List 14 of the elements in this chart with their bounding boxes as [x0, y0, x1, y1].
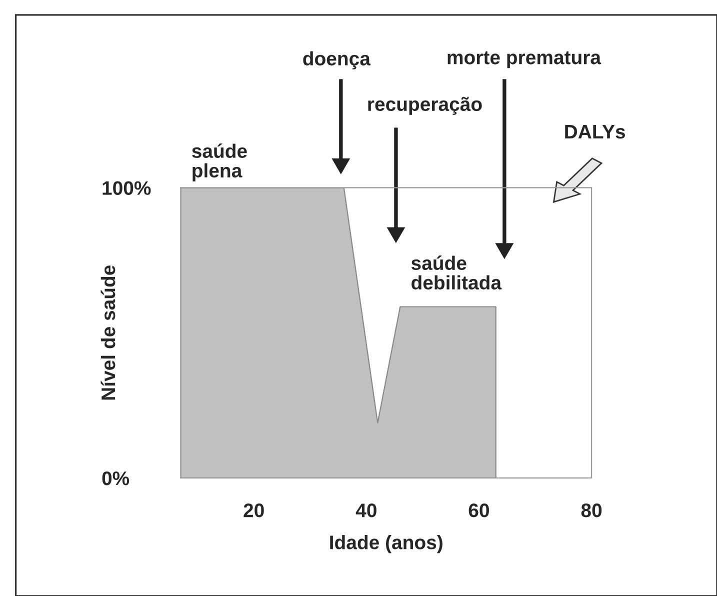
x-tick-label: 40	[356, 504, 376, 518]
x-tick-label: 60	[468, 504, 489, 518]
text: doença	[303, 51, 371, 70]
text: morte prematura	[448, 51, 602, 68]
text: recuperação	[368, 96, 482, 115]
annotation: saúde debilitada	[411, 256, 502, 290]
y-tick-label: 0%	[102, 471, 130, 486]
x-axis-title: Idade (anos)	[330, 535, 442, 554]
x-tick-label: 80	[581, 504, 602, 518]
text: DALYs	[565, 125, 625, 139]
y-tick-label: 100%	[102, 181, 151, 195]
x-tick-label: 20	[244, 504, 264, 518]
text: saúde plena	[192, 144, 247, 182]
y-axis-title: Nível de saúde	[100, 265, 116, 400]
